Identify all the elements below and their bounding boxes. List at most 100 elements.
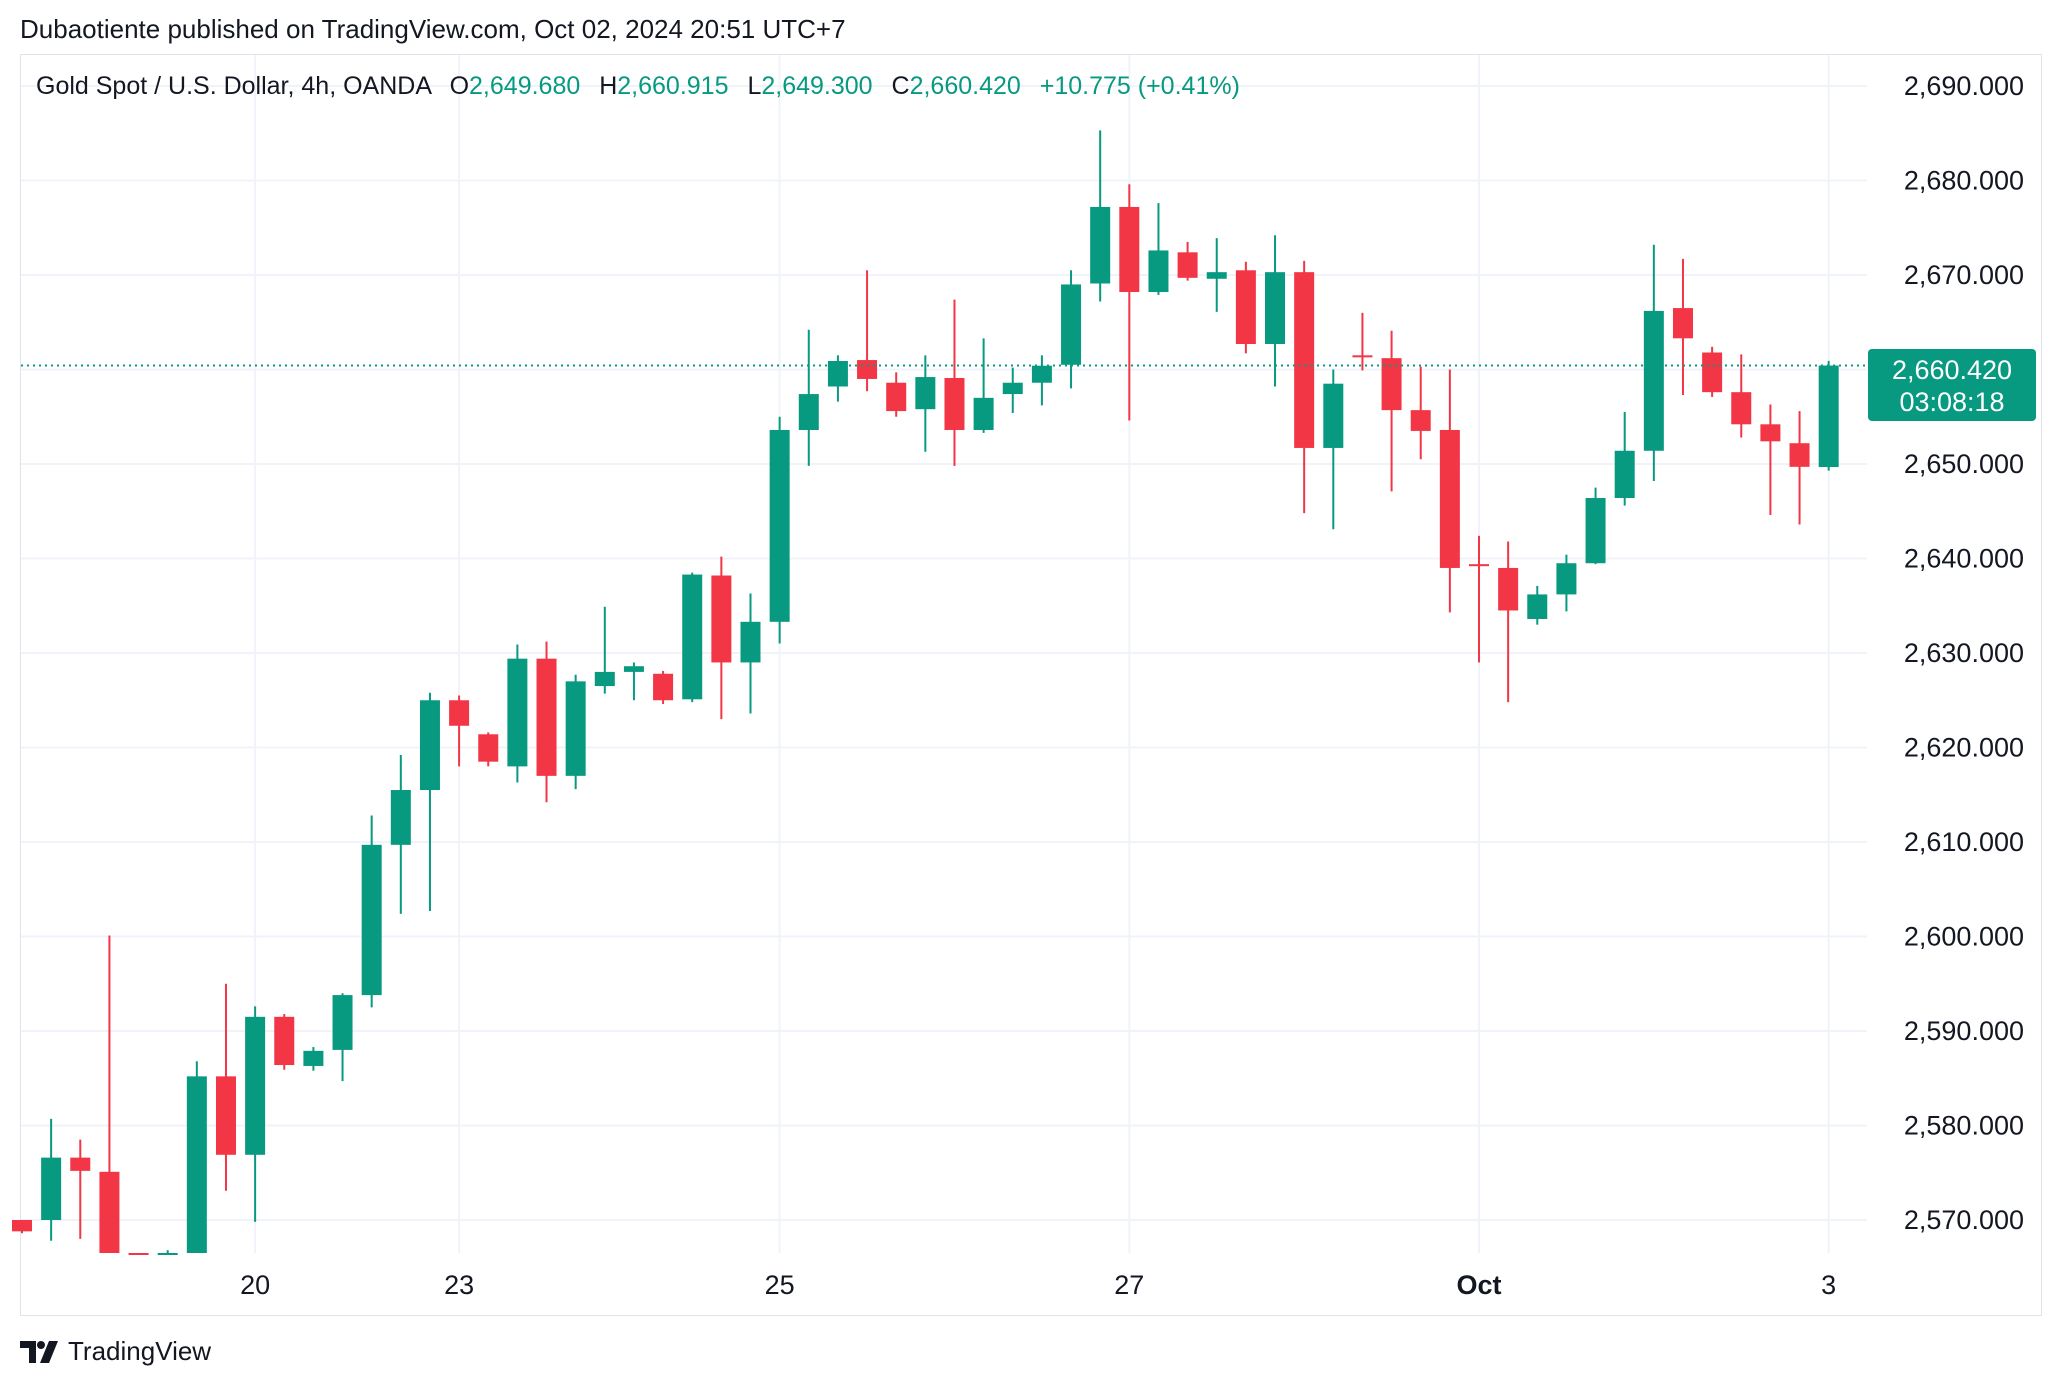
candle (1789, 411, 1810, 525)
candle (1265, 235, 1286, 387)
candle (1148, 203, 1169, 295)
candle (186, 1061, 207, 1253)
candle-body (1235, 270, 1256, 344)
bar-countdown: 03:08:18 (1899, 387, 2005, 417)
time-axis-label: 3 (1821, 1270, 1836, 1300)
candle-body (478, 734, 499, 762)
last-price-value: 2,660.420 (1891, 355, 2013, 385)
candle (1206, 238, 1227, 312)
symbol-name[interactable]: Gold Spot / U.S. Dollar, 4h, OANDA (36, 72, 431, 100)
candle-body (449, 700, 470, 726)
candle-body (536, 658, 557, 776)
candle (1585, 487, 1606, 565)
candle-body (303, 1050, 324, 1066)
candle-body (186, 1076, 207, 1253)
price-axis-label: 2,640.000 (1904, 544, 2024, 574)
candle (857, 270, 878, 392)
candle (12, 1220, 32, 1234)
candle-body (1119, 206, 1140, 293)
candle (1323, 369, 1344, 530)
candle-body (41, 1157, 62, 1220)
candle (1439, 369, 1460, 613)
price-axis-label: 2,620.000 (1904, 733, 2024, 763)
price-axis-label: 2,580.000 (1904, 1111, 2024, 1141)
low-label: L (747, 72, 762, 100)
candle-body (507, 658, 528, 767)
candle-body (1206, 272, 1227, 279)
candle (390, 755, 411, 914)
candle-body (70, 1157, 91, 1171)
price-axis-label: 2,600.000 (1904, 922, 2024, 952)
candle-body (1294, 272, 1315, 448)
candle (1643, 244, 1664, 482)
candle (653, 670, 674, 705)
symbol-legend: Gold Spot / U.S. Dollar, 4h, OANDA O2,64… (36, 72, 1240, 101)
candles (12, 130, 1839, 1255)
candle (303, 1047, 324, 1071)
candle (711, 556, 732, 720)
candle-body (711, 575, 732, 663)
candle-body (12, 1220, 32, 1232)
footer-brand[interactable]: TradingView (20, 1336, 211, 1367)
candle-body (1818, 365, 1839, 468)
candle-body (1090, 206, 1111, 284)
candle (1119, 184, 1140, 421)
candle (1818, 360, 1839, 471)
candle (1002, 367, 1023, 413)
candle (1410, 366, 1431, 460)
open-value: 2,649.680 (469, 72, 581, 100)
candle-body (215, 1076, 236, 1155)
time-axis-label: Oct (1456, 1270, 1501, 1300)
candle (419, 692, 440, 911)
price-axis-label: 2,630.000 (1904, 638, 2024, 668)
time-axis-label: 25 (765, 1270, 795, 1300)
tradingview-logo-icon (20, 1340, 58, 1363)
chart-frame[interactable] (20, 54, 2042, 1316)
candle-body (1031, 365, 1052, 383)
price-axis-label: 2,570.000 (1904, 1205, 2024, 1235)
candle (1731, 354, 1752, 438)
candle (157, 1250, 178, 1255)
candle (565, 674, 586, 790)
candle (1469, 535, 1489, 663)
candle-body (915, 377, 936, 410)
candle (1498, 541, 1519, 703)
candle-body (769, 429, 790, 622)
candle-body (419, 700, 440, 791)
candle-body (1352, 355, 1373, 358)
candle-body (1265, 272, 1286, 344)
candle (769, 416, 790, 644)
candle-body (1410, 410, 1431, 431)
candle-body (594, 671, 615, 687)
candle (944, 299, 965, 466)
candle (99, 935, 120, 1253)
candle-body (740, 621, 761, 663)
candle-body (157, 1253, 178, 1255)
candle-body (944, 378, 965, 430)
candle (1031, 355, 1052, 406)
time-axis-label: 27 (1114, 1270, 1144, 1300)
candle-body (1702, 352, 1723, 393)
candle (536, 641, 557, 803)
tradingview-brand: TradingView (68, 1336, 212, 1366)
candle-body (1148, 250, 1169, 293)
candle-body (1643, 310, 1664, 451)
high-label: H (599, 72, 618, 100)
candle-body (682, 574, 703, 700)
price-axis-label: 2,680.000 (1904, 166, 2024, 196)
candle (128, 1253, 149, 1255)
candle (1527, 585, 1548, 625)
candle-body (332, 995, 353, 1050)
publisher-header: Dubaotiente published on TradingView.com… (20, 14, 846, 44)
candle (915, 355, 936, 452)
candle-body (1672, 308, 1693, 339)
candle (623, 662, 644, 701)
candle-body (274, 1016, 295, 1066)
candle-body (1585, 498, 1606, 564)
candle-body (1527, 594, 1548, 619)
close-value: 2,660.420 (909, 72, 1021, 100)
candle-body (1614, 450, 1635, 499)
candle-body (1061, 284, 1082, 365)
candle (740, 593, 761, 714)
